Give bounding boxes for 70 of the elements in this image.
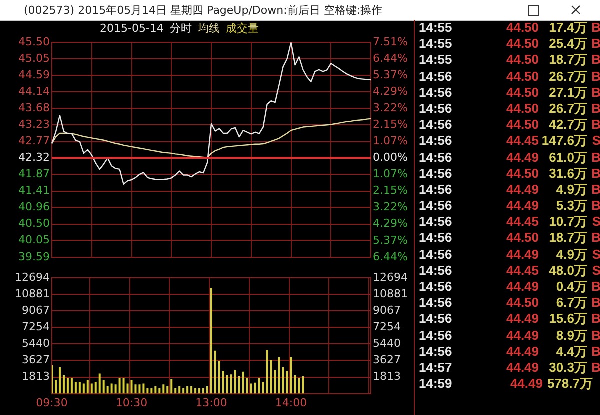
y-tick-label: 7254 [22,320,50,334]
y-tick-label: 12694 [15,270,50,284]
y-tick-label: 40.50 [18,217,50,230]
y-tick-label: 45.50 [18,35,50,48]
y-tick-label: 45.05 [18,52,50,65]
text: 14:56 44.50 27.1万 B [419,84,600,100]
y-tick-label: 5440 [22,337,50,350]
y-tick-label: 1813 [22,370,50,384]
text: 14:57 44.49 30.3万 B [419,360,600,375]
y-tick-label: 3627 [22,354,50,367]
y-tick-label: 40.05 [18,234,50,247]
chart-title: 2015-05-14 [100,22,164,35]
y2-tick-label: 2.15% [373,184,408,198]
y2-tick-label: 3627 [373,354,401,367]
text: 均线 [198,22,220,35]
text: 14:56 44.49 61.0万 B [419,150,600,164]
y2-tick-label: 3.22% [373,102,408,115]
x-tick-label: 13:00 [196,396,228,410]
y-tick-label: 41.87 [18,167,50,180]
text: 14:56 44.49 4.4万 B [419,344,600,359]
text: 14:59 44.49 578.7万 [419,376,593,392]
text: 14:56 44.50 26.7万 B [419,100,600,116]
text: 分时 [170,22,192,35]
y2-tick-label: 5440 [373,337,401,350]
y2-tick-label: 12694 [373,270,408,284]
text: 成交量 [226,22,259,35]
y2-tick-label: 10881 [373,287,408,300]
x-tick-label: 10:30 [116,396,148,410]
y2-tick-label: 5.37% [373,234,408,247]
text: 14:56 44.50 18.7万 B [419,230,600,246]
text: 14:55 44.50 25.4万 B [419,36,600,52]
text: 14:56 44.49 5.3万 B [419,198,600,214]
y2-tick-label: 4.29% [373,217,408,230]
y-tick-label: 43.68 [18,102,50,115]
y2-tick-label: 6.44% [373,52,408,65]
y2-tick-label: 1.07% [373,168,408,181]
y2-tick-label: 9067 [373,304,401,317]
text: 14:56 44.50 42.7万 B [419,117,600,132]
y2-tick-label: 0.00% [373,151,408,164]
x-tick-label: 14:00 [275,396,308,410]
y-tick-label: 42.32 [18,151,50,164]
y2-tick-label: 6.44% [373,250,408,264]
y2-tick-label: 1813 [373,370,401,384]
y2-tick-label: 5.37% [373,68,408,82]
y2-tick-label: 2.15% [373,118,408,131]
y2-tick-label: 7.51% [373,35,408,48]
x-tick-label: 09:30 [36,396,68,410]
text: 14:55 44.50 17.4万 B [419,20,600,35]
text: 14:55 44.50 18.7万 B [419,52,600,68]
y-tick-label: 9067 [22,304,50,317]
y-tick-label: 40.96 [18,200,50,214]
y2-tick-label: 1.07% [373,134,408,148]
y-tick-label: 43.23 [18,118,50,131]
y-tick-label: 41.41 [18,184,50,198]
text: 14:56 44.50 31.6万 B [419,166,600,181]
y2-tick-label: 7254 [373,320,401,334]
text: 14:56 44.49 8.9万 B [419,328,600,343]
y-tick-label: 42.77 [18,134,50,148]
y2-tick-label: 3.22% [373,200,408,214]
text: 14:56 44.50 26.7万 B [419,68,600,84]
text: 14:56 44.49 0.4万 B [419,279,600,294]
chart-subtitle: (002573) 2015年05月14日 星期四 PageUp/Down:前后日 空格键:操作 [24,3,382,18]
y2-tick-label: 4.29% [373,85,408,98]
y-tick-label: 39.59 [18,250,50,264]
text: 14:56 44.50 6.7万 B [419,295,600,310]
text: 14:56 44.49 15.6万 B [419,311,600,326]
y-tick-label: 44.14 [18,84,50,98]
y-tick-label: 44.59 [18,68,50,82]
y-tick-label: 10881 [15,287,50,300]
text: 14:56 44.49 4.9万 B [419,182,600,197]
